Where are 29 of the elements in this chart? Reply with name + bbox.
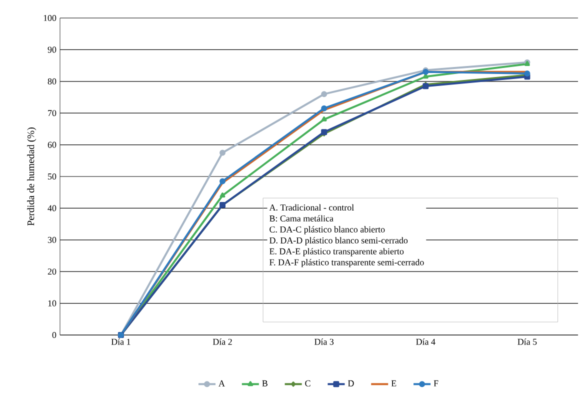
y-tick-label: 30	[48, 236, 56, 243]
legend-label: A	[218, 380, 225, 386]
annotation: F. DA-F plástico transparente semi-cerrado	[270, 259, 424, 268]
annotation: A. Tradicional - control	[269, 204, 354, 211]
legend-label: C	[305, 380, 310, 386]
legend-label: B	[262, 380, 268, 386]
y-tick-label: 50	[48, 173, 56, 180]
x-tick-label: Día 4	[416, 338, 436, 345]
legend-label: E	[391, 380, 396, 386]
y-tick-label: 40	[48, 205, 56, 212]
x-tick-label: Día 3	[314, 338, 334, 345]
annotation: D. DA-D plástico blanco semi-cerrado	[270, 237, 408, 246]
annotation: B: Cama metálica	[270, 215, 334, 222]
y-axis-title: Perdida de humedad (%)	[27, 128, 36, 226]
x-tick-label: Día 5	[518, 338, 537, 345]
annotation: C. DA-C plástico blanco abierto	[270, 226, 385, 234]
x-tick-label: Día 1	[111, 338, 130, 345]
y-tick-label: 100	[44, 14, 56, 22]
x-tick-label: Día 2	[212, 338, 232, 345]
y-tick-label: 60	[48, 142, 56, 148]
y-tick-label: 20	[48, 268, 56, 275]
y-tick-label: 0	[52, 332, 56, 338]
y-tick-label: 70	[48, 110, 56, 116]
y-tick-label: 80	[48, 78, 56, 84]
legend-label: F	[434, 380, 438, 386]
annotation: E. DA-E plástico transparente abierto	[270, 248, 404, 256]
legend-label: D	[348, 380, 354, 386]
y-tick-label: 90	[48, 46, 56, 53]
y-tick-label: 10	[48, 300, 56, 306]
